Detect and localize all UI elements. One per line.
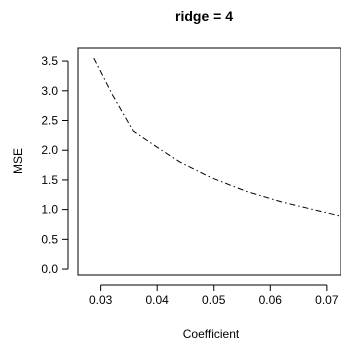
y-axis: 0.0 0.5 1.0 1.5 2.0 2.5 3.0 3.5 (41, 54, 69, 276)
y-tick-label: 3.5 (41, 54, 58, 68)
y-tick-label: 2.5 (41, 113, 58, 127)
y-axis-title: MSE (11, 148, 25, 174)
x-axis-title: Coefficient (183, 327, 240, 341)
chart-title: ridge = 4 (175, 8, 233, 24)
plot-frame (77, 47, 341, 276)
x-axis: 0.03 0.04 0.05 0.06 0.07 (89, 284, 339, 307)
x-tick-label: 0.05 (202, 293, 226, 307)
series-line (93, 57, 341, 217)
x-tick-label: 0.06 (259, 293, 283, 307)
y-tick-label: 0.0 (41, 262, 58, 276)
y-tick-label: 0.5 (41, 232, 58, 246)
y-tick-label: 2.0 (41, 143, 58, 157)
y-tick-label: 3.0 (41, 84, 58, 98)
x-tick-label: 0.04 (146, 293, 170, 307)
y-tick-label: 1.5 (41, 173, 58, 187)
y-tick-label: 1.0 (41, 203, 58, 217)
x-tick-label: 0.07 (315, 293, 339, 307)
x-tick-label: 0.03 (89, 293, 113, 307)
